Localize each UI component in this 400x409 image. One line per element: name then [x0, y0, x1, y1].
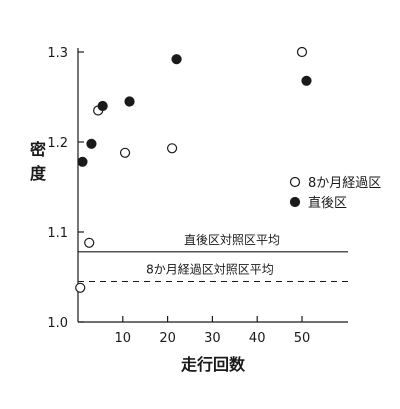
ticks: 1.0 1.1 1.2 1.3 10 20 30 40 50: [47, 46, 310, 346]
point-open: [119, 147, 131, 158]
y-tick-label: 1.1: [47, 226, 68, 241]
point-filled: [97, 100, 108, 112]
y-tick-label: 1.0: [47, 316, 68, 331]
data-points: [75, 46, 312, 293]
x-tick-label: 50: [294, 331, 311, 346]
y-axis-title: 密度: [29, 140, 47, 183]
x-tick-label: 30: [204, 331, 221, 346]
reference-lines: 直後区対照区平均 8か月経過区対照区平均: [78, 233, 348, 283]
legend-marker: [289, 196, 301, 208]
legend-marker: [289, 176, 301, 188]
axis-titles: 走行回数 密度: [29, 140, 246, 374]
y-tick-label: 1.2: [47, 136, 68, 151]
point-filled: [301, 75, 312, 86]
x-tick-label: 40: [249, 331, 266, 346]
point-open: [296, 46, 308, 58]
x-tick-label: 10: [115, 331, 132, 346]
point-filled: [124, 96, 135, 107]
point-filled: [171, 54, 182, 65]
legend-label: 直後区: [308, 196, 347, 211]
x-axis-title: 走行回数: [180, 355, 246, 374]
legend-label: 8か月経過区: [308, 176, 381, 191]
point-open: [166, 143, 178, 154]
x-tick-label: 20: [159, 331, 176, 346]
reference-line-label: 直後区対照区平均: [184, 233, 280, 247]
point-open: [75, 282, 86, 293]
point-open: [84, 237, 95, 248]
y-tick-label: 1.3: [47, 46, 68, 61]
point-filled: [77, 156, 88, 167]
point-filled: [86, 138, 97, 149]
reference-line-label: 8か月経過区対照区平均: [146, 263, 274, 277]
